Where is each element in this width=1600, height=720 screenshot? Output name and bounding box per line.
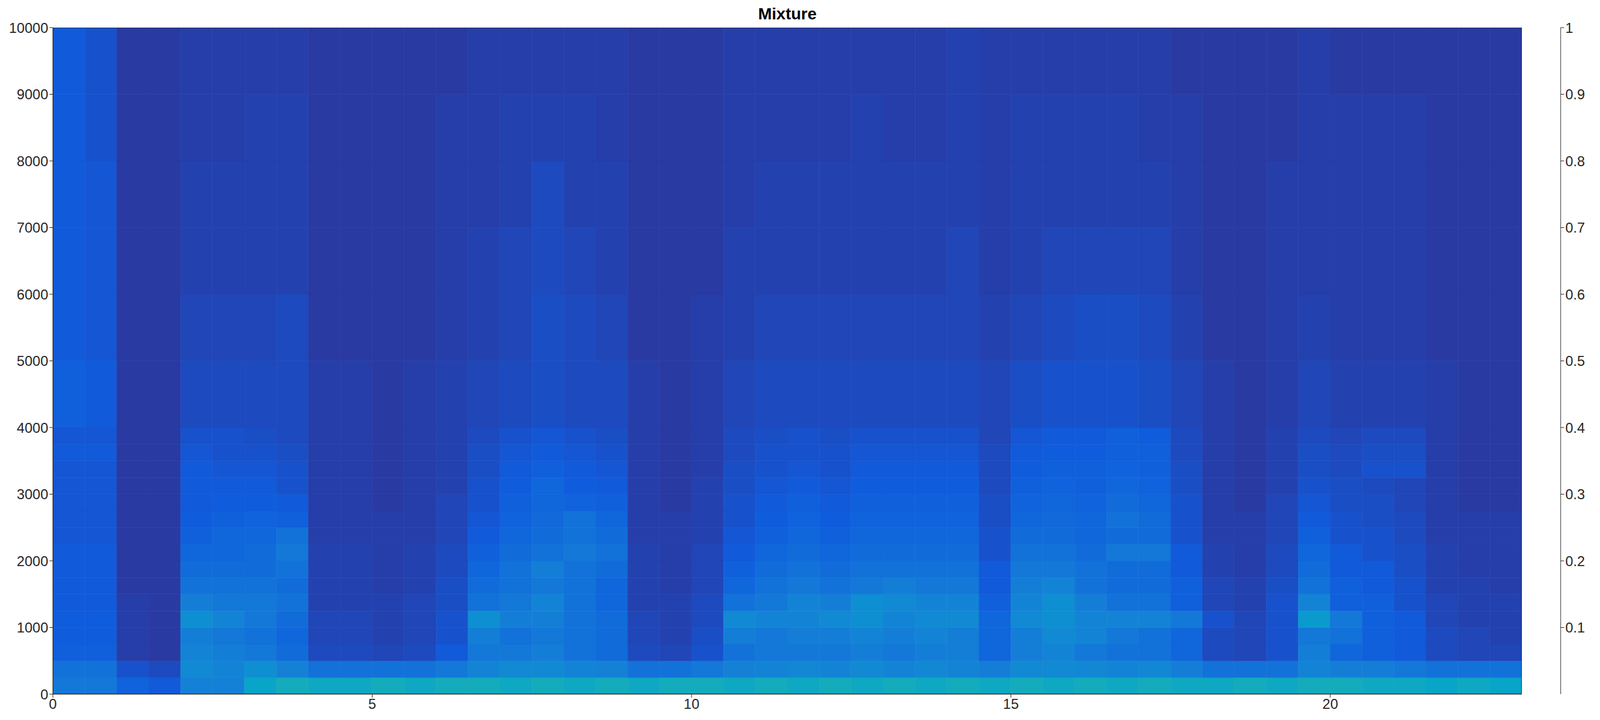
svg-text:20: 20: [1322, 696, 1339, 713]
svg-text:0.4: 0.4: [1565, 420, 1585, 436]
svg-text:10000: 10000: [8, 19, 49, 36]
svg-text:1: 1: [1565, 19, 1573, 36]
svg-text:7000: 7000: [17, 219, 49, 236]
svg-text:0: 0: [48, 696, 57, 713]
svg-text:2000: 2000: [17, 553, 49, 570]
html-text:Mixture: Mixture: [758, 4, 817, 23]
svg-text:5: 5: [368, 696, 377, 713]
svg-text:15: 15: [1003, 696, 1019, 713]
svg-text:10: 10: [683, 696, 700, 713]
svg-text:0: 0: [40, 686, 49, 703]
svg-text:0.1: 0.1: [1565, 619, 1585, 636]
svg-text:0.8: 0.8: [1565, 153, 1585, 170]
svg-text:0.3: 0.3: [1565, 486, 1585, 503]
svg-text:4000: 4000: [17, 420, 49, 436]
svg-text:8000: 8000: [17, 153, 49, 170]
svg-text:6000: 6000: [17, 286, 49, 303]
svg-text:0.5: 0.5: [1565, 353, 1585, 370]
svg-text:0.6: 0.6: [1565, 286, 1585, 303]
svg-text:0.9: 0.9: [1565, 86, 1585, 103]
svg-text:9000: 9000: [17, 86, 49, 103]
svg-text:0.7: 0.7: [1565, 219, 1585, 236]
svg-text:0.2: 0.2: [1565, 553, 1585, 570]
svg-text:1000: 1000: [17, 619, 49, 636]
svg-text:5000: 5000: [17, 353, 49, 370]
svg-text:3000: 3000: [17, 486, 49, 503]
